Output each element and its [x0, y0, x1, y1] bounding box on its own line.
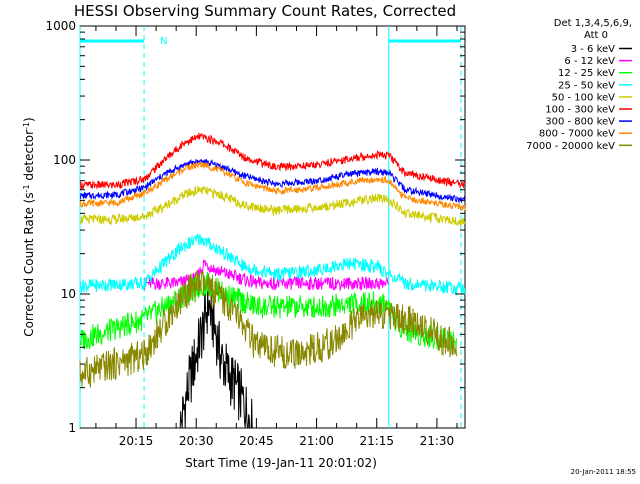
legend-header-line2: Att 0 [584, 30, 608, 41]
x-tick-label: 21:00 [299, 434, 334, 448]
legend-label: 100 - 300 keV [545, 105, 615, 116]
night-marker: N [160, 36, 167, 47]
series-layer [79, 132, 466, 429]
legend-label: 3 - 6 keV [571, 44, 615, 55]
y-tick-label: 100 [53, 153, 76, 167]
legend-label: 6 - 12 keV [564, 56, 615, 67]
y-axis-label-sup1: -1 [22, 184, 31, 192]
series-line [79, 232, 466, 296]
series-line [179, 282, 253, 429]
y-axis-label: Corrected Count Rate (s-1 detector-1) [22, 117, 37, 336]
legend-label: 12 - 25 keV [558, 68, 615, 79]
legend-label: 300 - 800 keV [545, 117, 615, 128]
legend-label: 50 - 100 keV [552, 92, 616, 103]
y-axis-label-main: Corrected Count Rate (s [22, 192, 36, 336]
y-axis-label-sup2: -1 [22, 122, 31, 130]
x-tick-label: 21:30 [420, 434, 455, 448]
legend-label: 7000 - 20000 keV [526, 141, 615, 152]
legend-header-line1: Det 1,3,4,5,6,9, [554, 18, 632, 29]
y-tick-label: 1000 [45, 19, 76, 33]
y-tick-label: 10 [61, 287, 76, 301]
y-axis-label-end: ) [22, 117, 36, 122]
series-line [79, 160, 466, 211]
timestamp: 20-Jan-2011 18:55 [571, 468, 636, 476]
x-axis-label: Start Time (19-Jan-11 20:01:02) [185, 456, 377, 470]
x-tick-label: 20:30 [179, 434, 214, 448]
x-tick-label: 20:45 [239, 434, 274, 448]
y-axis-label-mid: detector [22, 130, 36, 185]
attenuator-markers [79, 26, 462, 428]
series-line [79, 132, 466, 190]
x-tick-label: 20:15 [119, 434, 154, 448]
axis-layer: 1 10 100 1000 20:15 20:30 20:45 21:00 21:15 21:30 [45, 19, 465, 448]
x-tick-label: 21:15 [359, 434, 394, 448]
series-line [79, 270, 457, 388]
legend-label: 800 - 7000 keV [539, 129, 615, 140]
series-line [79, 186, 466, 227]
series-line [79, 158, 466, 204]
series-line [143, 258, 389, 292]
y-tick-label: 1 [68, 421, 76, 435]
chart-title: HESSI Observing Summary Count Rates, Cor… [74, 2, 456, 20]
legend-label: 25 - 50 keV [558, 80, 615, 91]
